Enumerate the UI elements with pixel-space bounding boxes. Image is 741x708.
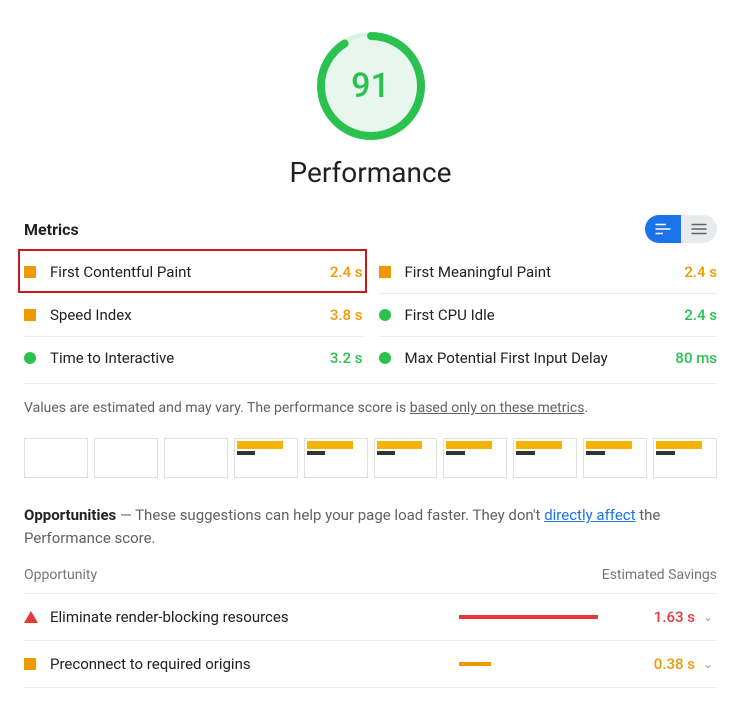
filmstrip-frame [304,438,368,478]
opportunity-name: Preconnect to required origins [50,655,459,673]
status-green-icon [24,352,36,364]
metrics-grid: First Contentful Paint2.4 sFirst Meaning… [24,251,717,379]
opportunity-row[interactable]: Preconnect to required origins 0.38 s ⌄ [24,641,717,688]
metric-name: First CPU Idle [405,306,685,324]
savings-value: 0.38 s [639,655,695,673]
metric-row[interactable]: Speed Index3.8 s [24,293,363,336]
performance-score-ring: 91 [315,30,427,142]
metric-row[interactable]: Max Potential First Input Delay80 ms [379,336,718,379]
view-toggle-compact-button[interactable] [645,215,681,243]
opps-col-opportunity: Opportunity [24,567,97,583]
status-orange-icon [24,309,36,321]
status-orange-icon [24,658,36,670]
align-left-icon [654,222,672,236]
metric-row[interactable]: First CPU Idle2.4 s [379,293,718,336]
metric-value: 3.8 s [330,306,363,324]
opportunities-list: Eliminate render-blocking resources 1.63 … [24,594,717,688]
view-toggle-detailed-button[interactable] [681,215,717,243]
footnote-link[interactable]: based only on these metrics [410,400,585,416]
category-title: Performance [24,156,717,189]
metric-value: 2.4 s [684,306,717,324]
savings-bar [459,662,629,666]
metric-name: First Meaningful Paint [405,263,685,281]
metric-value: 2.4 s [684,263,717,281]
chevron-down-icon: ⌄ [699,610,717,624]
status-green-icon [379,352,391,364]
metric-value: 3.2 s [330,349,363,367]
metrics-heading: Metrics [24,220,79,239]
metric-name: Time to Interactive [50,349,330,367]
filmstrip-frame [583,438,647,478]
metric-name: First Contentful Paint [50,263,330,281]
status-orange-icon [24,266,36,278]
opps-intro-link[interactable]: directly affect [544,506,635,524]
filmstrip-frame [164,438,228,478]
savings-bar [459,615,629,619]
metric-row[interactable]: First Contentful Paint2.4 s [24,251,363,293]
filmstrip-frame [24,438,88,478]
filmstrip [24,438,717,478]
opportunity-name: Eliminate render-blocking resources [50,608,459,626]
metric-row[interactable]: First Meaningful Paint2.4 s [379,251,718,293]
filmstrip-frame [513,438,577,478]
chevron-down-icon: ⌄ [699,657,717,671]
performance-score-value: 91 [315,30,427,142]
view-toggle [645,215,717,243]
filmstrip-frame [94,438,158,478]
metric-name: Max Potential First Input Delay [405,349,676,367]
filmstrip-frame [653,438,717,478]
footnote-text: Values are estimated and may vary. The p… [24,400,410,416]
opportunities-intro: Opportunities — These suggestions can he… [24,504,717,549]
opps-col-savings: Estimated Savings [602,567,717,583]
opportunities-heading: Opportunities [24,506,116,524]
metric-value: 2.4 s [330,263,363,281]
metrics-footnote: Values are estimated and may vary. The p… [24,383,717,416]
menu-icon [690,222,708,236]
opportunities-header-row: Opportunity Estimated Savings [24,567,717,594]
filmstrip-frame [374,438,438,478]
status-green-icon [379,309,391,321]
footnote-text-post: . [584,400,588,416]
filmstrip-frame [443,438,507,478]
metric-name: Speed Index [50,306,330,324]
status-red-icon [24,611,38,623]
opportunity-row[interactable]: Eliminate render-blocking resources 1.63 … [24,594,717,641]
opps-intro-pre: — These suggestions can help your page l… [116,506,544,524]
savings-value: 1.63 s [639,608,695,626]
metric-value: 80 ms [675,349,717,367]
metric-row[interactable]: Time to Interactive3.2 s [24,336,363,379]
status-orange-icon [379,266,391,278]
filmstrip-frame [234,438,298,478]
